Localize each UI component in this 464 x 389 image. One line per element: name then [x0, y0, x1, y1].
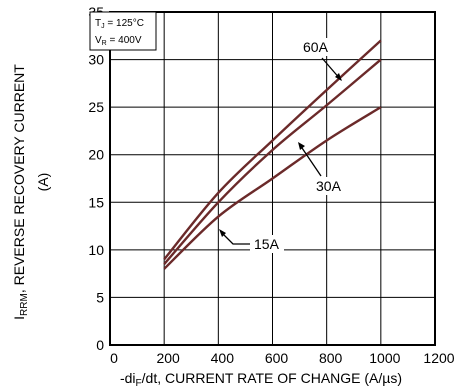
label-bg-15a [250, 235, 284, 253]
y-tick-label: 5 [96, 289, 104, 305]
x-tick-label: 800 [319, 350, 343, 366]
y-tick-labels: 05101520253035 [88, 4, 104, 353]
x-tick-label: 1000 [369, 350, 400, 366]
y-tick-label: 15 [88, 194, 104, 210]
x-tick-label: 600 [265, 350, 289, 366]
series-line-60a [163, 39, 382, 261]
plot-frame [109, 11, 436, 346]
x-tick-label: 0 [110, 350, 118, 366]
y-tick-label: 0 [96, 337, 104, 353]
callout-arrow-60a [335, 73, 342, 81]
condition-tj: TJ = 125°C [95, 18, 144, 30]
x-axis-title: -diF/dt, CURRENT RATE OF CHANGE (A/µs) [120, 370, 402, 389]
label-bg-30a [312, 177, 346, 195]
y-tick-label: 25 [88, 99, 104, 115]
series-label-60a: 60A [303, 39, 329, 55]
x-tick-label: 400 [211, 350, 235, 366]
y-axis-title: IRRM, REVERSE RECOVERY CURRENT [11, 64, 30, 320]
y-axis-unit: (A) [35, 173, 51, 192]
x-tick-label: 200 [156, 350, 180, 366]
series-label-15a: 15A [254, 236, 280, 252]
label-bg-60a [299, 38, 333, 56]
x-tick-labels: 0 200 400 600 800 1000 1200 [110, 350, 455, 366]
y-tick-label: 30 [88, 52, 104, 68]
callout-arrow-30a [298, 142, 305, 150]
callout-line-30a [299, 144, 322, 177]
x-tick-label: 1200 [423, 350, 454, 366]
condition-vr: VR = 400V [95, 35, 142, 47]
series-line-30a [163, 58, 382, 265]
series-label-30a: 30A [316, 178, 342, 194]
callout-line-15a [220, 231, 250, 245]
callout-arrow-15a [219, 229, 226, 237]
y-tick-label: 10 [88, 242, 104, 258]
series-line-15a [163, 106, 382, 270]
y-tick-label: 20 [88, 147, 104, 163]
series-lines [163, 39, 382, 270]
conditions-box [89, 11, 157, 51]
